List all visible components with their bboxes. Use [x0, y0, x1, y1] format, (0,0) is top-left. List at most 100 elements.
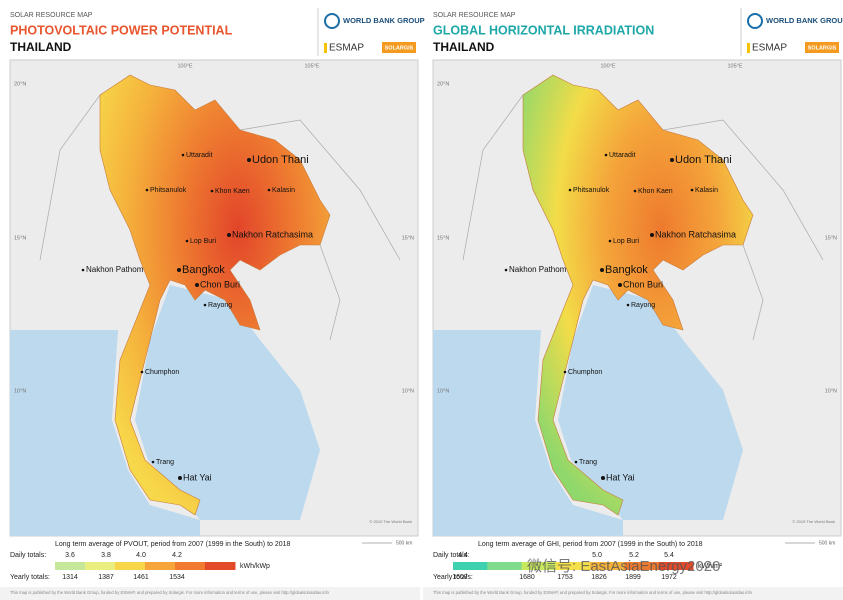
- sea-gulf: [135, 285, 320, 520]
- solargis-box: [805, 42, 839, 53]
- graticule-label: 15°N: [437, 235, 449, 241]
- logo-esmap: ESMAP: [329, 43, 364, 54]
- daily-label: Daily totals:: [10, 552, 46, 559]
- legend-caption: Long term average of PVOUT, period from …: [55, 541, 291, 548]
- city-label: Trang: [156, 459, 174, 466]
- city-label: Uttaradit: [609, 152, 636, 159]
- legend-swatch: [175, 562, 206, 570]
- legend-swatch: [521, 562, 557, 570]
- credit: © 2019 The World Bank: [792, 519, 835, 524]
- legend-swatch: [624, 562, 660, 570]
- map-title: PHOTOVOLTAIC POWER POTENTIAL: [10, 23, 233, 37]
- city-dot: [600, 268, 604, 272]
- daily-value: 4.4: [458, 552, 468, 559]
- city-label: Nakhon Pathom: [509, 265, 567, 274]
- yearly-value: 1972: [661, 574, 677, 581]
- city-dot: [563, 370, 567, 374]
- legend-caption: Long term average of GHI, period from 20…: [478, 541, 703, 548]
- city-dot: [177, 268, 181, 272]
- wb-icon: [324, 13, 340, 29]
- legend-swatch: [487, 562, 523, 570]
- city-dot: [574, 460, 578, 464]
- city-dot: [181, 153, 185, 157]
- daily-value: 5.0: [592, 552, 602, 559]
- legend-swatch: [85, 562, 116, 570]
- country: THAILAND: [10, 40, 72, 54]
- yearly-value: 1534: [169, 574, 185, 581]
- sea-andaman: [10, 330, 200, 536]
- city-dot: [140, 370, 144, 374]
- city-dot: [145, 188, 149, 192]
- city-dot: [178, 476, 182, 480]
- map-title: GLOBAL HORIZONTAL IRRADIATION: [433, 23, 654, 37]
- daily-value: 4.2: [172, 552, 182, 559]
- logo-wb: WORLD BANK GROUP: [766, 16, 843, 25]
- city-dot: [185, 239, 189, 243]
- thailand: [99, 74, 331, 516]
- city-label: Lop Buri: [613, 238, 640, 245]
- city-dot: [670, 158, 674, 162]
- city-label: Khon Kaen: [638, 188, 673, 195]
- wb-icon: [747, 13, 763, 29]
- city-label: Nakhon Ratchasima: [655, 229, 736, 239]
- logo-solargis: SOLARGIS: [385, 45, 414, 51]
- yearly-value: 1680: [519, 574, 535, 581]
- city-label: Bangkok: [182, 264, 225, 276]
- yearly-value: 1753: [557, 574, 573, 581]
- city-label: Hat Yai: [183, 472, 212, 482]
- graticule-label: 15°N: [14, 235, 26, 241]
- city-label: Chon Buri: [200, 279, 240, 289]
- yearly-value: 1461: [133, 574, 149, 581]
- city-label: Khon Kaen: [215, 188, 250, 195]
- city-label: Phitsanulok: [150, 187, 187, 194]
- legend-swatch: [145, 562, 176, 570]
- city-label: Kalasin: [695, 187, 718, 194]
- city-label: Nakhon Ratchasima: [232, 229, 313, 239]
- footer: This map is published by the World Bank …: [10, 590, 330, 595]
- graticule-label: 10°N: [437, 388, 449, 394]
- logo-wb: WORLD BANK GROUP: [343, 16, 425, 25]
- city-label: Bangkok: [605, 264, 648, 276]
- city-label: Lop Buri: [190, 238, 217, 245]
- border-lines: [462, 94, 824, 341]
- daily-value: 3.8: [101, 552, 111, 559]
- solargis-box: [382, 42, 416, 53]
- city-label: Udon Thani: [252, 154, 309, 166]
- city-label: Hat Yai: [606, 472, 635, 482]
- legend-swatch: [555, 562, 591, 570]
- yearly-value: 1607: [452, 574, 468, 581]
- city-dot: [151, 460, 155, 464]
- yearly-label: Yearly totals:: [10, 574, 50, 581]
- esmap-mark: [747, 43, 750, 53]
- legend-swatch: [453, 562, 488, 570]
- city-label: Chumphon: [568, 369, 602, 376]
- city-dot: [210, 189, 214, 193]
- esmap-mark: [324, 43, 327, 53]
- panel: SOLAR RESOURCE MAP GLOBAL HORIZONTAL IRRA…: [423, 8, 843, 600]
- graticule-label: 10°N: [14, 388, 26, 394]
- legend-swatch: [205, 562, 236, 570]
- city-dot: [227, 233, 231, 237]
- legend-unit: kWh/kWp: [240, 563, 270, 570]
- city-dot: [604, 153, 608, 157]
- city-label: Chon Buri: [623, 279, 663, 289]
- legend-swatch: [658, 562, 694, 570]
- city-dot: [626, 303, 630, 307]
- city-label: Phitsanulok: [573, 187, 610, 194]
- legend-unit: kWh/m²: [698, 563, 723, 570]
- daily-value: 3.6: [65, 552, 75, 559]
- scale-label: 500 km: [819, 540, 835, 546]
- graticule-label: 20°N: [437, 81, 449, 87]
- thailand: [522, 74, 754, 516]
- country: THAILAND: [433, 40, 495, 54]
- graticule-label: 10°N: [825, 388, 837, 394]
- graticule-label: 15°N: [402, 235, 414, 241]
- city-dot: [633, 189, 637, 193]
- map-label: SOLAR RESOURCE MAP: [10, 12, 93, 19]
- yearly-value: 1899: [625, 574, 641, 581]
- daily-value: 4.0: [136, 552, 146, 559]
- city-dot: [247, 158, 251, 162]
- yearly-label: Yearly totals:: [433, 574, 473, 581]
- map-label: SOLAR RESOURCE MAP: [433, 12, 516, 19]
